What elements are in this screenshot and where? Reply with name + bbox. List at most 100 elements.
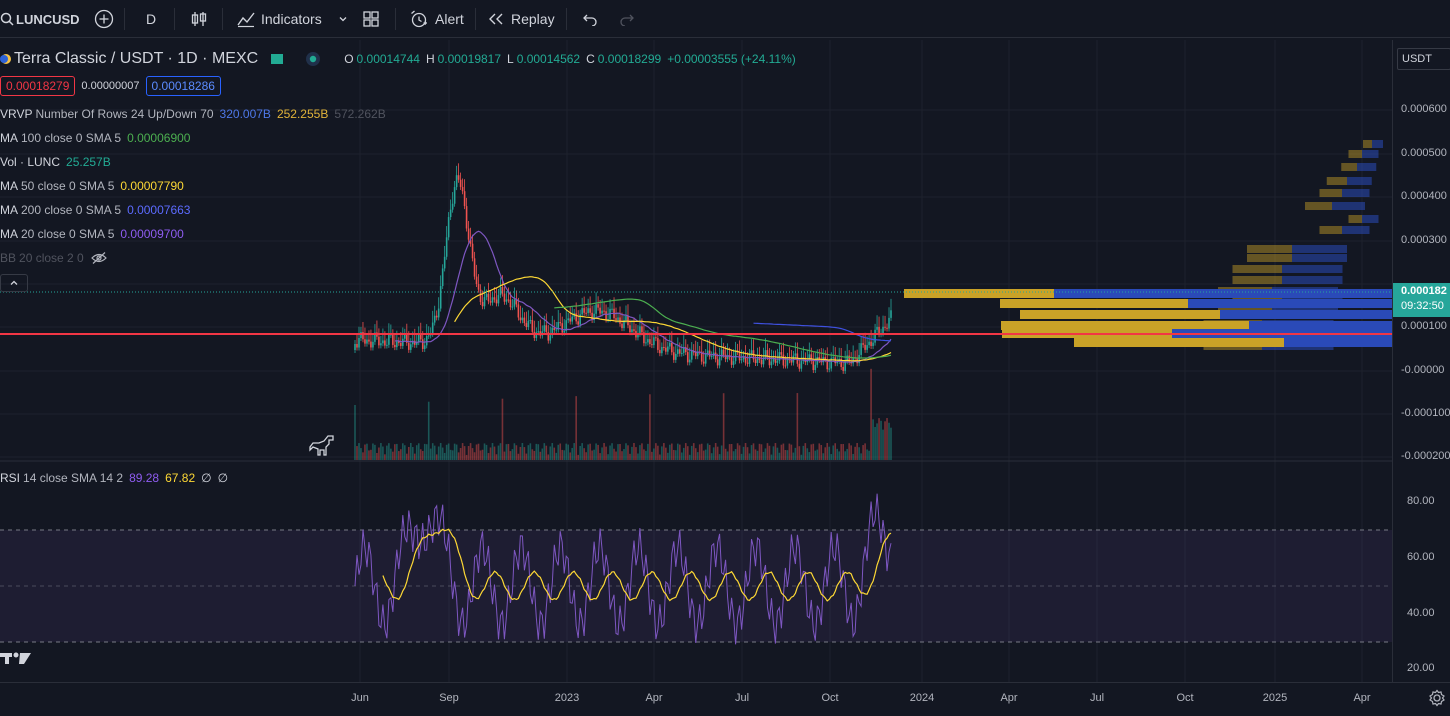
legend-rsi[interactable]: RSI 14 close SMA 14 2 89.28 67.82 ∅ ∅ (0, 471, 228, 485)
legend-vrvp[interactable]: VRVP Number Of Rows 24 Up/Down 70 320.00… (0, 107, 386, 121)
candle-body (473, 258, 476, 277)
layouts-button[interactable] (362, 0, 380, 38)
volume-bar (780, 444, 783, 460)
candle-body (738, 352, 741, 361)
volume-bar (778, 452, 781, 460)
legend-bb[interactable]: BB 20 close 2 0 (0, 251, 108, 265)
alert-button[interactable]: Alert (409, 0, 464, 38)
indicators-dropdown[interactable] (338, 0, 348, 38)
volume-bar (417, 443, 420, 460)
candle-body (814, 364, 817, 371)
rsi-scale-label: 40.00 (1407, 607, 1435, 619)
candle-body (511, 306, 514, 308)
ma50-name: MA (0, 179, 18, 193)
chart-settings-button[interactable] (1428, 689, 1448, 709)
candle-body (659, 349, 661, 354)
eye-hidden-icon[interactable] (90, 251, 108, 265)
flag-icon[interactable] (270, 52, 284, 66)
tradingview-logo-icon[interactable] (0, 650, 32, 666)
compare-symbol-button[interactable] (94, 0, 114, 38)
time-axis[interactable]: Jun Sep 2023 Apr Jul Oct 2024 Apr Jul Oct 2025 Apr (0, 682, 1450, 716)
candle-body (555, 329, 558, 331)
volume-bar (575, 396, 577, 460)
rewind-icon (489, 13, 503, 25)
volume-bar (724, 448, 727, 460)
volume-bar (631, 446, 633, 460)
volume-bar (822, 453, 825, 460)
legend-volume[interactable]: Vol · LUNC 25.257B (0, 155, 111, 169)
legend-ma100[interactable]: MA 100 close 0 SMA 5 0.00006900 (0, 131, 190, 145)
volume-profile-bar (1020, 310, 1220, 319)
volume-bar (710, 453, 713, 460)
indicators-button[interactable]: Indicators (236, 0, 322, 38)
volume-bar (698, 444, 701, 460)
volume-bar (748, 453, 751, 460)
candle-body (762, 357, 765, 365)
price-chart[interactable] (0, 40, 1392, 682)
volume-bar (696, 452, 699, 460)
volume-bar (449, 449, 452, 460)
candle-body (425, 336, 428, 346)
volume-bar (447, 443, 450, 460)
legend-ma200[interactable]: MA 200 close 0 SMA 5 0.00007663 (0, 203, 190, 217)
volume-bar (692, 443, 695, 460)
market-status-icon[interactable] (304, 50, 322, 68)
candle-body (754, 359, 757, 363)
candle-body (507, 299, 510, 301)
candle-body (848, 355, 850, 362)
candle-body (402, 338, 404, 346)
volume-profile-bar (1188, 299, 1392, 308)
legend-ma20[interactable]: MA 20 close 0 SMA 5 0.00009700 (0, 227, 184, 241)
volume-bar (595, 443, 597, 460)
volume-bar (629, 453, 631, 460)
ma20-line (394, 230, 892, 363)
volume-bar (501, 398, 504, 460)
currency-selector[interactable]: USDT (1397, 48, 1450, 70)
rsi-line (354, 493, 892, 645)
volume-bar (675, 450, 677, 460)
candle-body (567, 318, 570, 321)
candle-body (750, 350, 753, 354)
volume-bar (842, 444, 844, 460)
volume-bar (487, 453, 490, 460)
volume-profile-bar (1341, 163, 1357, 171)
volume-bar (716, 446, 719, 460)
volume-bar (796, 393, 799, 460)
volume-bar (655, 443, 657, 460)
candle-body (730, 357, 733, 365)
interval-button[interactable]: D (146, 0, 156, 38)
buy-button[interactable]: 0.00018286 (145, 76, 221, 96)
volume-bar (678, 444, 681, 460)
volume-bar (846, 448, 848, 460)
volume-bar (806, 448, 809, 460)
volume-bar (467, 446, 470, 460)
chart-type-button[interactable] (190, 0, 208, 38)
volume-bar (549, 446, 552, 460)
candle-body (581, 308, 583, 315)
volume-bar (782, 443, 785, 460)
chart-pane[interactable]: Terra Classic / USDT · 1D · MEXC O 0.0001… (0, 40, 1392, 682)
candle-body (475, 276, 478, 284)
candle-body (451, 203, 454, 210)
candle-body (599, 307, 601, 314)
price-scale[interactable]: USDT 0.000600 0.000500 0.000400 0.000300 0.0… (1392, 40, 1450, 682)
redo-button[interactable] (619, 0, 637, 38)
candle-body (798, 363, 801, 369)
volume-profile-bar (1054, 289, 1392, 298)
candle-body (740, 359, 743, 361)
candle-body (878, 326, 880, 335)
symbol-search[interactable]: LUNCUSD (0, 0, 80, 38)
undo-button[interactable] (580, 0, 598, 38)
collapse-legend-button[interactable] (0, 274, 28, 292)
volume-bar (768, 445, 771, 460)
ma20-name: MA (0, 227, 18, 241)
symbol-title[interactable]: Terra Classic / USDT · 1D · MEXC (14, 50, 259, 67)
sell-button[interactable]: 0.00018279 (0, 76, 76, 96)
replay-button[interactable]: Replay (487, 0, 555, 38)
volume-bar (461, 443, 464, 460)
volume-bar (378, 447, 380, 460)
volume-bar (661, 446, 663, 460)
volume-bar (651, 451, 653, 460)
legend-ma50[interactable]: MA 50 close 0 SMA 5 0.00007790 (0, 179, 184, 193)
ma100-params: 100 close 0 SMA 5 (21, 131, 122, 145)
